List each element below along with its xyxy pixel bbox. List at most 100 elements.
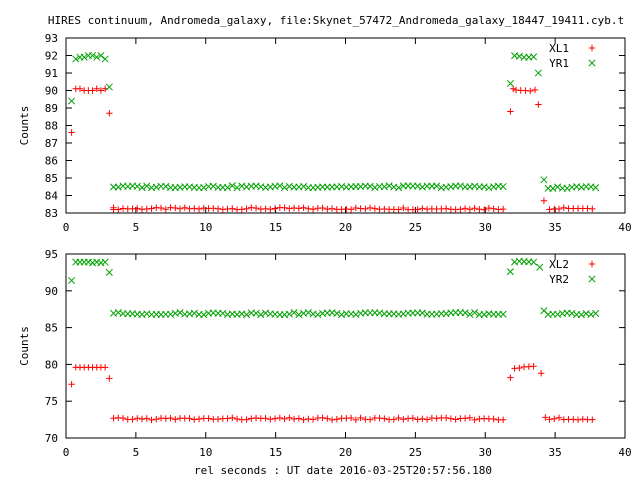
data-point xyxy=(442,414,450,422)
data-point xyxy=(466,310,474,318)
data-point xyxy=(223,184,232,192)
y-tick-label: 95 xyxy=(45,248,58,261)
data-point xyxy=(281,204,288,211)
data-point xyxy=(352,416,360,424)
data-point xyxy=(238,206,246,213)
data-point xyxy=(540,197,548,204)
data-point xyxy=(409,414,417,422)
data-point xyxy=(72,55,80,63)
data-point xyxy=(530,363,537,370)
data-point xyxy=(516,364,523,372)
x-tick-label: 35 xyxy=(549,221,562,234)
y-tick-label: 90 xyxy=(45,85,58,98)
data-point xyxy=(549,184,557,192)
data-point xyxy=(490,205,497,212)
y-tick-label: 89 xyxy=(45,102,58,115)
data-point xyxy=(300,182,308,190)
data-point xyxy=(114,309,122,317)
data-point xyxy=(587,310,595,318)
data-point xyxy=(381,415,388,422)
data-point xyxy=(531,86,539,94)
data-point xyxy=(537,370,545,377)
x-tick-label: 20 xyxy=(339,221,352,234)
data-point xyxy=(380,183,388,191)
data-point xyxy=(568,309,576,317)
data-point xyxy=(414,416,421,423)
data-point xyxy=(200,311,208,319)
data-point xyxy=(442,205,450,212)
data-point xyxy=(362,205,369,213)
data-point xyxy=(295,415,303,422)
data-point xyxy=(536,263,544,271)
data-point xyxy=(466,414,474,421)
data-point xyxy=(546,416,553,423)
data-point xyxy=(138,183,146,192)
data-point xyxy=(191,205,198,212)
data-point xyxy=(97,87,105,94)
data-point xyxy=(385,182,393,190)
x-tick-label: 25 xyxy=(409,221,422,234)
data-point xyxy=(262,415,269,422)
data-point xyxy=(419,205,426,212)
data-point xyxy=(276,414,284,422)
data-point xyxy=(162,206,169,213)
y-tick-label: 93 xyxy=(45,32,58,45)
data-point xyxy=(506,268,514,276)
data-point xyxy=(209,182,217,190)
data-point xyxy=(129,416,136,423)
data-point xyxy=(229,205,236,212)
data-point xyxy=(286,205,293,212)
data-point xyxy=(466,206,474,213)
data-point xyxy=(101,258,109,266)
data-point xyxy=(88,51,97,60)
data-point xyxy=(110,204,117,211)
data-point xyxy=(228,182,236,190)
x-tick-label: 25 xyxy=(409,446,422,459)
data-point xyxy=(579,415,586,423)
data-point xyxy=(319,414,326,422)
x-tick-label: 40 xyxy=(618,221,631,234)
legend-marker xyxy=(588,275,596,283)
data-point xyxy=(333,416,341,423)
data-point xyxy=(286,414,293,421)
data-point xyxy=(190,309,198,317)
data-point xyxy=(592,184,600,192)
data-point xyxy=(119,414,127,422)
data-point xyxy=(352,204,360,212)
data-point xyxy=(418,183,426,191)
data-point xyxy=(195,205,203,213)
data-point xyxy=(366,182,374,190)
data-point xyxy=(167,414,174,422)
data-point xyxy=(447,415,455,422)
data-point xyxy=(148,205,155,212)
y-tick-label: 90 xyxy=(45,285,58,298)
data-point xyxy=(295,205,303,212)
y-tick-label: 88 xyxy=(45,120,58,133)
data-point xyxy=(535,101,542,108)
series-xl2 xyxy=(68,363,596,424)
data-point xyxy=(224,415,231,422)
data-point xyxy=(395,414,402,422)
data-point xyxy=(414,206,421,213)
data-point xyxy=(257,311,265,319)
data-point xyxy=(452,416,459,423)
data-point xyxy=(347,206,355,213)
x-tick-label: 15 xyxy=(269,221,282,234)
legend-marker xyxy=(588,59,596,67)
data-point xyxy=(248,415,255,422)
y-axis-label: Counts xyxy=(18,106,31,146)
data-point xyxy=(285,310,293,318)
x-tick-label: 15 xyxy=(269,446,282,459)
legend-label: YR2 xyxy=(549,273,569,286)
data-point xyxy=(309,206,317,213)
data-point xyxy=(506,79,514,88)
data-point xyxy=(527,87,534,95)
data-point xyxy=(352,310,360,319)
data-point xyxy=(186,415,193,422)
data-point xyxy=(162,182,170,191)
data-point xyxy=(134,205,141,212)
data-point xyxy=(371,205,379,212)
data-point xyxy=(319,204,326,212)
data-point xyxy=(400,204,407,212)
